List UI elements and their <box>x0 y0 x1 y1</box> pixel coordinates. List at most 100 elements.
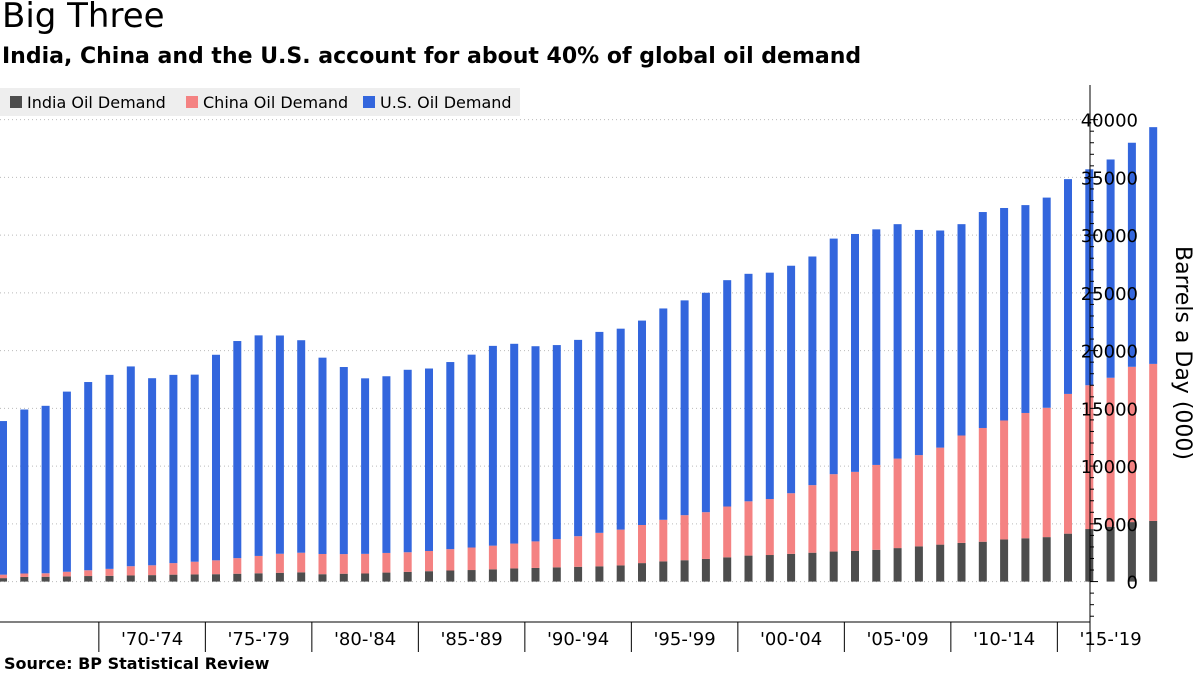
bar-india-1995 <box>638 563 646 582</box>
legend-swatch-india <box>10 96 22 108</box>
bar-us-1987 <box>467 354 476 548</box>
bar-china-1966 <box>20 573 29 577</box>
bar-us-1967 <box>41 405 50 574</box>
bar-india-1980 <box>318 574 327 582</box>
legend-label-india: India Oil Demand <box>27 93 166 112</box>
bar-us-1994 <box>616 328 625 530</box>
bar-india-1967 <box>41 576 50 582</box>
bar-us-1995 <box>638 320 646 525</box>
bar-china-1980 <box>318 553 327 575</box>
bar-india-1976 <box>233 573 242 582</box>
bar-china-1988 <box>488 545 497 570</box>
bar-china-1984 <box>403 552 412 572</box>
bar-china-2013 <box>1021 412 1030 539</box>
bar-us-1989 <box>510 343 519 544</box>
bar-china-1971 <box>126 566 135 576</box>
x-tick-label: '10-'14 <box>973 629 1035 650</box>
bar-india-2002 <box>787 553 796 582</box>
y-tick-label: 25000 <box>1081 284 1138 305</box>
bar-china-2017 <box>1106 377 1115 527</box>
x-tick-label: '85-'89 <box>440 629 502 650</box>
bar-india-2008 <box>914 546 923 582</box>
bar-india-1979 <box>297 572 306 582</box>
bar-india-1994 <box>616 565 625 582</box>
bar-china-1989 <box>510 543 519 569</box>
bar-us-2010 <box>957 224 966 436</box>
bar-china-1983 <box>382 552 391 573</box>
bar-india-1982 <box>361 573 370 582</box>
bar-china-1996 <box>659 519 668 562</box>
bar-us-2001 <box>765 272 774 500</box>
bar-us-2008 <box>914 229 923 456</box>
bar-china-2011 <box>978 427 987 542</box>
axes <box>0 85 1091 652</box>
bar-china-2016 <box>1085 385 1094 530</box>
bar-china-2003 <box>808 485 817 553</box>
y-axis-ticks: 0 5000 10000 15000 20000 25000 30000 35000 40000 <box>1081 111 1138 617</box>
y-tick-label: 40000 <box>1081 111 1138 132</box>
bar-series <box>0 127 1158 582</box>
bar-china-2007 <box>893 458 902 549</box>
bar-india-2013 <box>1021 538 1030 582</box>
bar-us-1983 <box>382 376 391 553</box>
bar-china-1997 <box>680 515 689 561</box>
bar-us-1971 <box>126 366 135 567</box>
bar-india-1998 <box>701 558 710 582</box>
bar-india-2006 <box>872 549 881 582</box>
x-tick-label: '05-'09 <box>866 629 928 650</box>
bar-us-1974 <box>190 374 199 562</box>
legend: India Oil Demand China Oil Demand U.S. O… <box>0 88 520 116</box>
bar-india-1989 <box>510 568 519 582</box>
y-axis-label: Barrels a Day (000) <box>1170 246 1195 460</box>
bar-india-2010 <box>957 542 966 582</box>
bar-us-1979 <box>297 340 306 553</box>
bar-india-1969 <box>84 576 93 582</box>
bar-china-2009 <box>936 447 945 545</box>
bar-us-2006 <box>872 229 881 465</box>
bar-us-1968 <box>62 391 71 572</box>
bar-india-1971 <box>126 575 135 582</box>
bar-china-2008 <box>914 455 923 547</box>
bar-china-1972 <box>148 565 157 576</box>
legend-background <box>0 88 520 116</box>
x-tick-label: '80-'84 <box>334 629 396 650</box>
bar-china-1970 <box>105 568 114 576</box>
bar-china-2004 <box>829 474 838 552</box>
bar-us-2012 <box>1000 207 1009 421</box>
bar-us-2013 <box>1021 205 1030 413</box>
bar-us-1986 <box>446 362 455 550</box>
bar-china-1965 <box>0 574 7 579</box>
bar-india-1974 <box>190 574 199 582</box>
bar-us-1977 <box>254 335 263 556</box>
y-tick-label: 0 <box>1127 573 1138 594</box>
bar-china-1977 <box>254 555 263 574</box>
legend-label-china: China Oil Demand <box>203 93 348 112</box>
legend-label-us: U.S. Oil Demand <box>380 93 512 112</box>
bar-india-1978 <box>275 572 284 582</box>
bar-china-1979 <box>297 552 306 573</box>
x-tick-label: '90-'94 <box>547 629 609 650</box>
bar-us-1966 <box>20 409 29 574</box>
bar-us-2017 <box>1106 159 1115 378</box>
bar-china-2019 <box>1149 363 1158 521</box>
bar-china-2006 <box>872 464 881 550</box>
bar-us-2018 <box>1127 142 1136 367</box>
bar-china-1968 <box>62 571 71 577</box>
bar-us-1980 <box>318 357 327 554</box>
bar-india-2015 <box>1064 533 1072 582</box>
bar-china-1985 <box>425 550 433 572</box>
x-tick-label: '15-'19 <box>1079 629 1141 650</box>
bar-india-1977 <box>254 573 263 582</box>
bar-us-2005 <box>851 233 859 472</box>
bar-india-2017 <box>1106 526 1115 582</box>
bar-us-2000 <box>744 273 753 502</box>
bar-india-1968 <box>62 576 71 582</box>
chart-subtitle: India, China and the U.S. account for ab… <box>2 44 862 69</box>
bar-china-1967 <box>41 573 50 577</box>
bar-us-1998 <box>701 292 710 513</box>
grid-lines <box>0 119 1090 583</box>
bar-us-1981 <box>339 367 348 555</box>
bar-china-1975 <box>212 560 220 575</box>
bar-china-2002 <box>787 493 796 554</box>
bar-india-1972 <box>148 575 157 582</box>
